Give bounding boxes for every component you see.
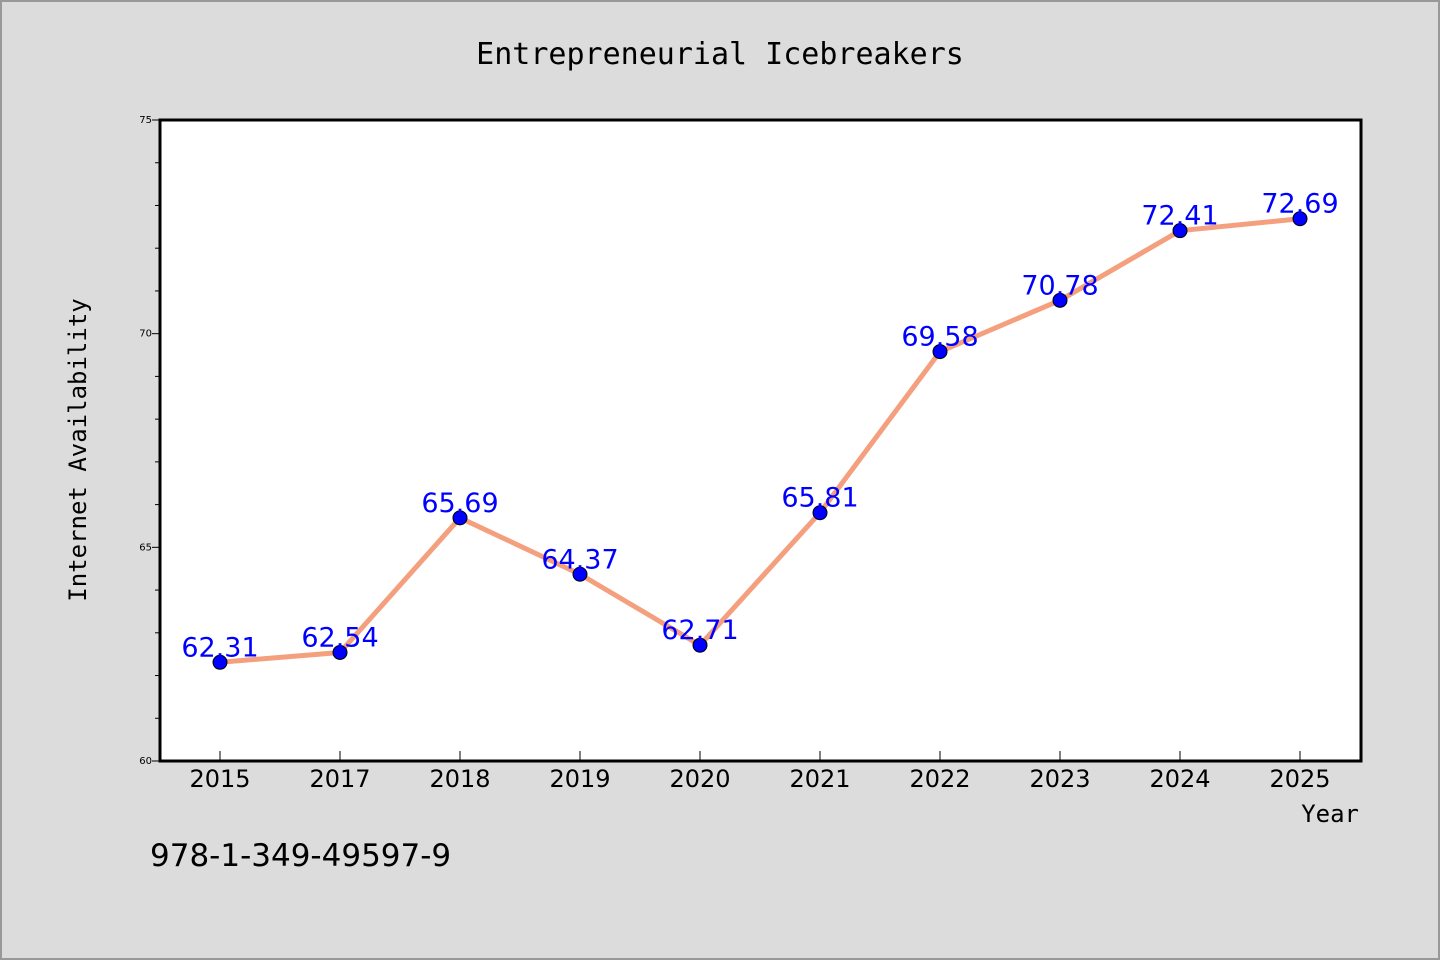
plot-frame bbox=[158, 118, 1363, 763]
x-tick-label: 2023 bbox=[1029, 765, 1090, 793]
data-label: 65.69 bbox=[421, 488, 498, 519]
data-point bbox=[932, 344, 948, 360]
y-axis-label: Internet Availability bbox=[64, 298, 92, 601]
data-point bbox=[332, 644, 348, 660]
data-point bbox=[812, 505, 828, 521]
chart-title: Entrepreneurial Icebreakers bbox=[476, 37, 964, 72]
series-line-group bbox=[217, 216, 1303, 665]
y-tick-label: 70 bbox=[139, 329, 152, 340]
y-tick-label: 60 bbox=[139, 756, 152, 767]
x-tick-label: 2022 bbox=[909, 765, 970, 793]
x-tick-label: 2025 bbox=[1269, 765, 1330, 793]
x-tick-label: 2024 bbox=[1149, 765, 1210, 793]
data-point bbox=[1172, 223, 1188, 239]
data-point bbox=[1052, 292, 1068, 308]
data-point bbox=[692, 637, 708, 653]
x-tick-label: 2017 bbox=[309, 765, 370, 793]
x-tick-label: 2015 bbox=[189, 765, 250, 793]
isbn-annotation: 978-1-349-49597-9 bbox=[150, 838, 451, 874]
plot-area bbox=[160, 120, 1361, 761]
data-markers bbox=[212, 211, 1308, 670]
data-label: 72.41 bbox=[1141, 201, 1218, 232]
x-tick-label: 2020 bbox=[669, 765, 730, 793]
data-labels: 62.31 62.54 65.69 64.37 62.71 65.81 69.58 70.78… bbox=[181, 189, 1338, 664]
data-label: 70.78 bbox=[1021, 270, 1098, 301]
x-axis-label: Year bbox=[1301, 800, 1359, 828]
x-axis-ticks: 2015 2017 2018 2019 2020 2021 2022 2023 2024 2025 bbox=[189, 751, 1331, 793]
data-label: 72.69 bbox=[1261, 189, 1338, 220]
data-point bbox=[212, 654, 228, 670]
data-point bbox=[1292, 211, 1308, 227]
data-point bbox=[452, 510, 468, 526]
x-tick-label: 2018 bbox=[429, 765, 490, 793]
data-label: 62.54 bbox=[301, 622, 378, 653]
data-label: 65.81 bbox=[781, 483, 858, 514]
x-tick-label: 2019 bbox=[549, 765, 610, 793]
data-point bbox=[572, 566, 588, 582]
data-label: 69.58 bbox=[901, 322, 978, 353]
y-tick-label: 75 bbox=[139, 115, 152, 126]
y-tick-label: 65 bbox=[139, 542, 152, 553]
x-tick-label: 2021 bbox=[789, 765, 850, 793]
data-label: 62.31 bbox=[181, 632, 258, 663]
data-label: 62.71 bbox=[661, 615, 738, 646]
data-label: 64.37 bbox=[541, 544, 618, 575]
series-line bbox=[217, 216, 1303, 665]
